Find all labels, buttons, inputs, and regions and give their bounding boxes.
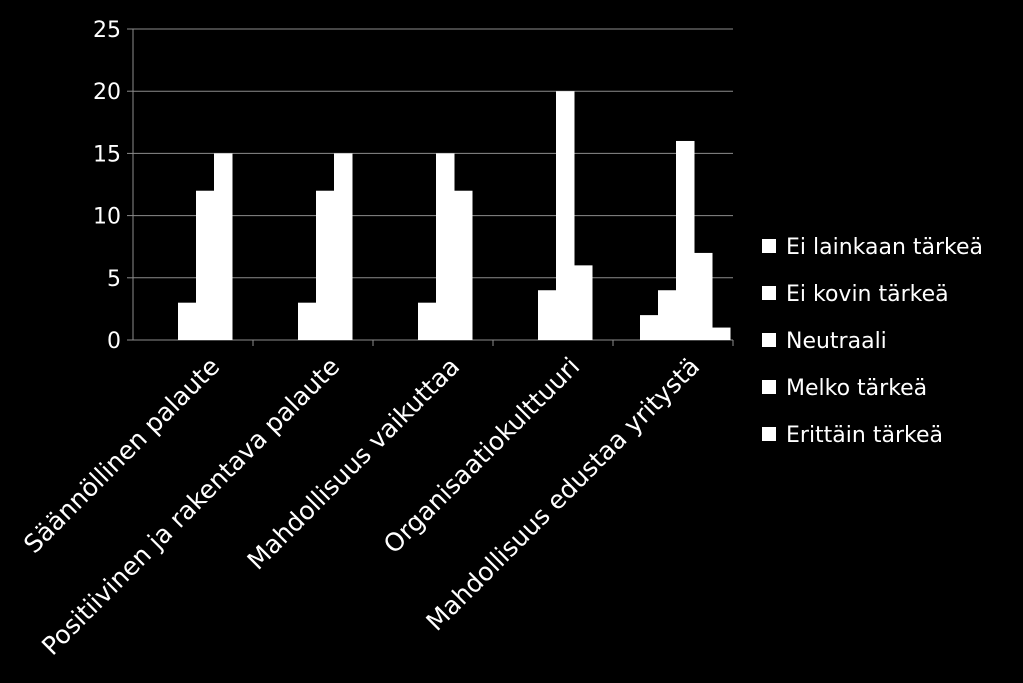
legend-item: Neutraali	[762, 329, 887, 354]
bar-2-3	[316, 190, 335, 340]
gridlines	[133, 28, 733, 279]
y-tick-label: 10	[93, 205, 121, 230]
x-tick-label: Organisaatiokulttuuri	[378, 352, 585, 559]
y-tick-label: 0	[107, 329, 121, 354]
bar-3-3	[436, 153, 455, 340]
bar-5-3	[676, 140, 695, 340]
bar-1-3	[196, 190, 215, 340]
legend: Ei lainkaan tärkeä Ei kovin tärkeä Neutraa…	[762, 235, 983, 448]
legend-swatch	[762, 239, 776, 253]
bar-5-2	[658, 290, 677, 340]
legend-label: Melko tärkeä	[786, 376, 927, 401]
x-tick-label: Mahdollisuus vaikuttaa	[242, 352, 466, 576]
bar-2-2	[298, 302, 317, 340]
legend-item: Melko tärkeä	[762, 376, 927, 401]
y-tick-label: 15	[93, 142, 121, 167]
bar-3-4	[454, 190, 473, 340]
bar-4-3	[556, 91, 575, 340]
legend-item: Ei lainkaan tärkeä	[762, 235, 983, 260]
bar-5-4	[694, 252, 713, 340]
legend-swatch	[762, 427, 776, 441]
bar-5-5	[712, 327, 731, 340]
bar-4-2	[538, 290, 557, 340]
bar-3-2	[418, 302, 437, 340]
legend-label: Ei lainkaan tärkeä	[786, 235, 983, 260]
legend-label: Erittäin tärkeä	[786, 423, 943, 448]
legend-label: Neutraali	[786, 329, 887, 354]
x-tick-label: Säännöllinen palaute	[18, 352, 225, 559]
bar-1-4	[214, 153, 233, 340]
legend-swatch	[762, 286, 776, 300]
y-tick-label: 20	[93, 80, 121, 105]
legend-swatch	[762, 380, 776, 394]
bar-2-4	[334, 153, 353, 340]
bar-4-4	[574, 265, 593, 340]
bars	[178, 91, 731, 340]
y-tick-label: 5	[107, 267, 121, 292]
bar-5-1	[640, 315, 659, 340]
legend-item: Erittäin tärkeä	[762, 423, 943, 448]
y-tick-labels: 0 5 10 15 20 25	[93, 18, 121, 354]
bar-1-2	[178, 302, 197, 340]
y-tick-label: 25	[93, 18, 121, 43]
legend-item: Ei kovin tärkeä	[762, 282, 949, 307]
legend-swatch	[762, 333, 776, 347]
legend-label: Ei kovin tärkeä	[786, 282, 949, 307]
